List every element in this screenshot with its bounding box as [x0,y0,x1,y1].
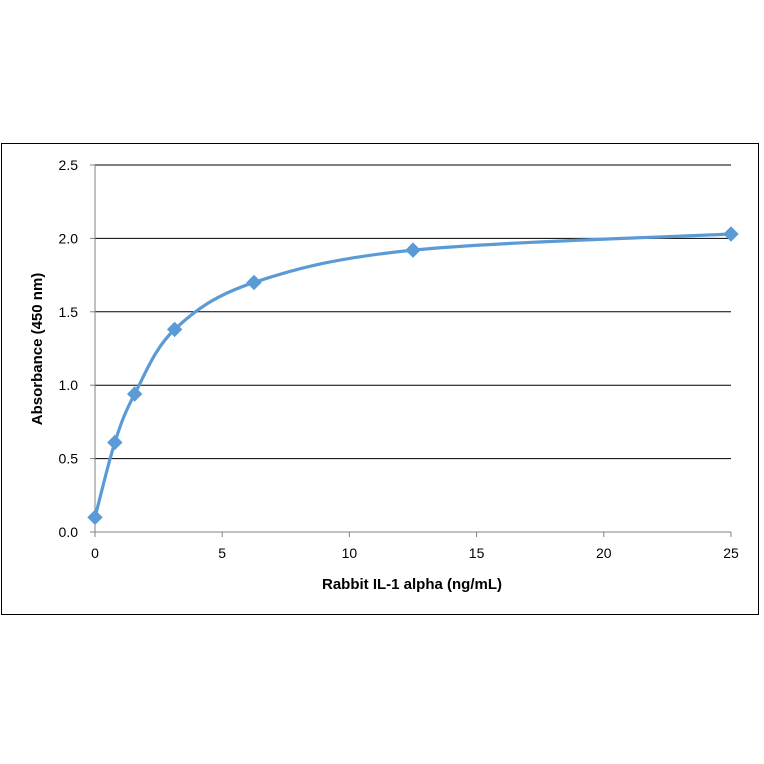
x-tick-label: 25 [723,545,739,561]
y-tick-label: 2.0 [59,230,79,246]
chart-frame [1,143,759,615]
y-tick-label: 0.0 [59,524,79,540]
x-axis-title: Rabbit IL-1 alpha (ng/mL) [322,576,502,593]
data-point-marker [723,226,739,242]
data-series [87,226,739,526]
data-point-marker [87,509,103,526]
y-tick-label: 2.5 [59,157,79,173]
data-point-marker [246,274,262,291]
x-tick-label: 0 [91,545,99,561]
data-point-marker [126,386,143,402]
x-tick-label: 20 [596,545,612,561]
x-tick-label: 5 [218,545,226,561]
data-point-marker [166,321,183,338]
gridlines [95,164,731,460]
data-point-marker [107,434,123,451]
x-tick-label: 15 [469,545,485,561]
tick-labels: 0.0 0.5 1.0 1.5 2.0 2.5 0 5 10 15 20 25 [59,157,739,561]
axes [90,164,732,537]
y-tick-label: 1.5 [59,304,79,320]
y-tick-label: 0.5 [59,451,79,467]
y-tick-label: 1.0 [59,377,79,393]
series-line [93,232,733,519]
y-axis-title: Absorbance (450 nm) [29,273,46,426]
x-tick-label: 10 [342,545,358,561]
data-point-marker [405,242,421,258]
